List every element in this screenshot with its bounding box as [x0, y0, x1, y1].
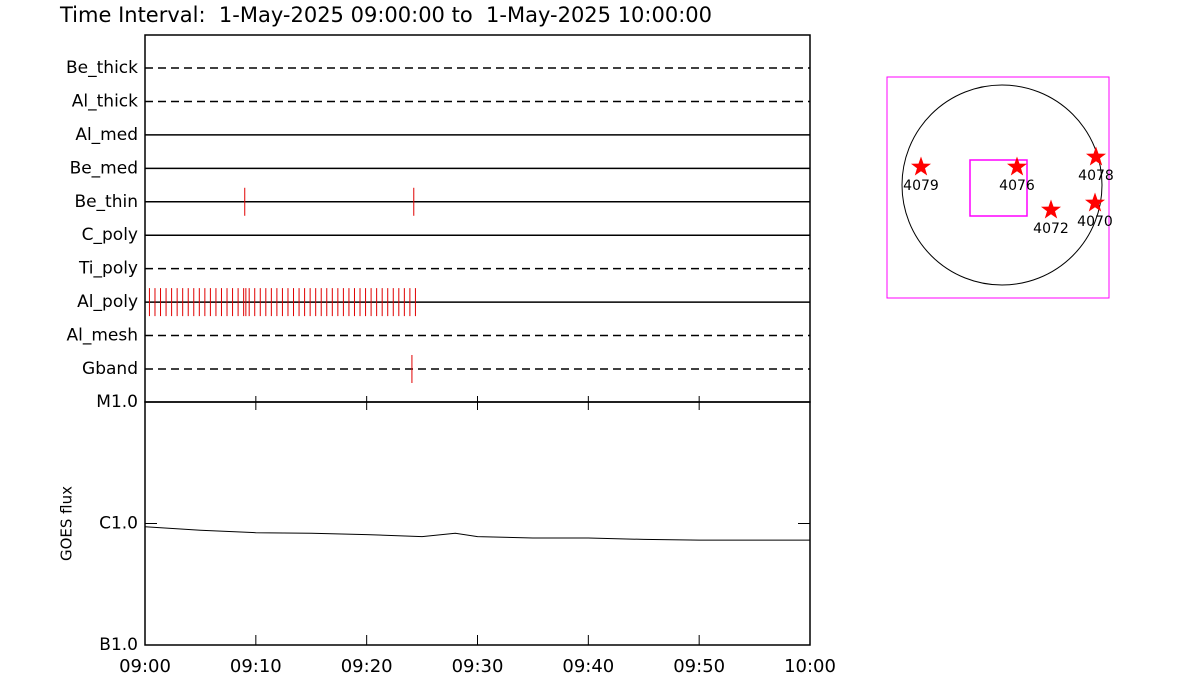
x-tick-label: 09:10	[230, 656, 282, 677]
goes-line	[144, 526, 810, 541]
region-marker	[1086, 146, 1106, 166]
region-label: 4070	[1077, 214, 1113, 230]
row-label: Be_thin	[74, 192, 138, 212]
map-frame	[886, 76, 1110, 299]
x-tick-label: 09:40	[562, 656, 614, 677]
row-label: Be_thick	[66, 58, 138, 78]
x-tick-label: 10:00	[784, 656, 836, 677]
fov-box	[969, 159, 1028, 217]
y-tick-label: C1.0	[99, 514, 138, 534]
chart-title: Time Interval: 1-May-2025 09:00:00 to 1-…	[59, 3, 712, 27]
x-tick-label: 09:50	[673, 656, 725, 677]
row-label: Al_thick	[72, 91, 138, 111]
region-marker	[1041, 199, 1061, 219]
row-label: Ti_poly	[78, 259, 138, 279]
x-tick-label: 09:30	[452, 656, 504, 677]
row-label: C_poly	[82, 225, 138, 245]
x-tick-label: 09:20	[341, 656, 393, 677]
region-label: 4072	[1033, 221, 1069, 237]
y-tick-label: M1.0	[96, 392, 138, 412]
solar-disk	[901, 84, 1103, 286]
x-tick-label: 09:00	[119, 656, 171, 677]
region-marker	[1007, 156, 1027, 176]
row-label: Al_med	[75, 125, 138, 145]
region-label: 4076	[999, 178, 1035, 194]
region-label: 4079	[903, 178, 939, 194]
row-label: Be_med	[70, 158, 138, 178]
row-label: Gband	[82, 359, 138, 379]
region-marker	[1085, 192, 1105, 212]
region-marker	[911, 156, 931, 176]
region-label: 4078	[1078, 168, 1114, 184]
y-tick-label: B1.0	[99, 635, 138, 655]
panel-frame	[144, 34, 811, 403]
y-axis-label: GOES flux	[58, 486, 76, 561]
row-label: Al_mesh	[66, 326, 138, 346]
panel-frame	[144, 401, 811, 646]
row-label: Al_poly	[77, 292, 138, 312]
